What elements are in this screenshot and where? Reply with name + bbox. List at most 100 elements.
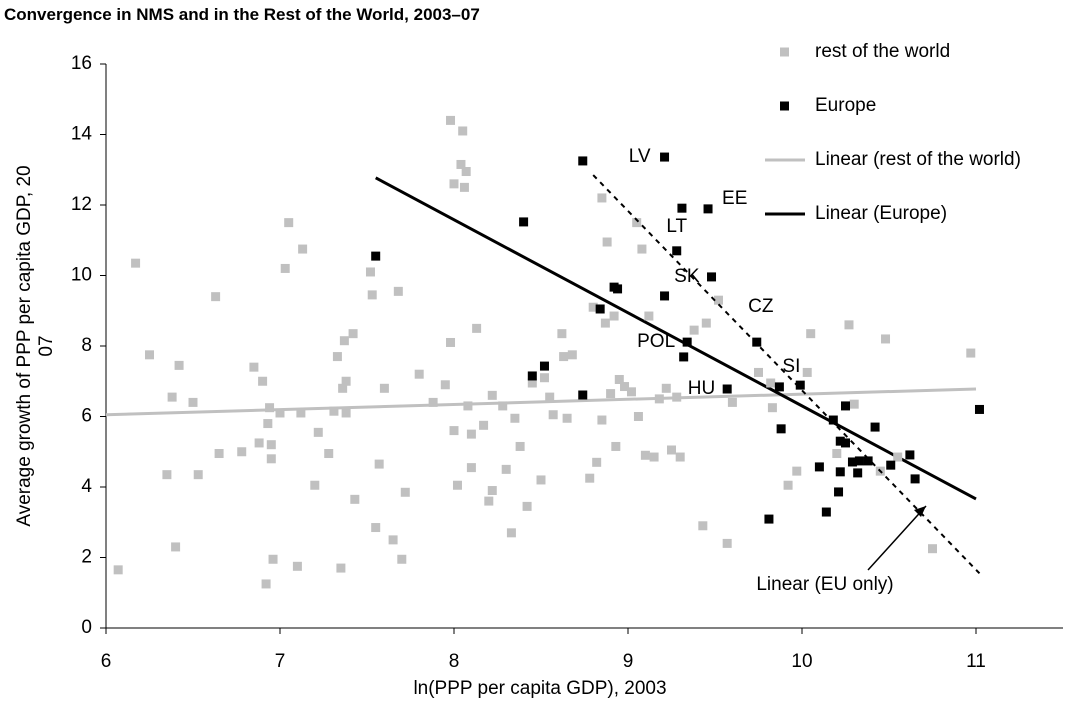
legend-label: rest of the world [815,41,950,62]
point [463,401,473,411]
point [620,382,630,392]
point [849,399,859,409]
point [764,514,774,524]
point [131,258,141,268]
point [626,387,636,397]
point [677,203,687,213]
point [341,408,351,418]
point [193,470,203,480]
point [258,376,268,386]
trend-line [374,176,977,501]
point [332,352,342,362]
y-tick-label: 14 [71,124,93,145]
point [348,329,358,339]
point [379,383,389,393]
point [766,378,776,388]
point [795,380,805,390]
point [265,403,275,413]
point [484,496,494,506]
point [863,456,873,466]
point [536,475,546,485]
point [675,452,685,462]
point [329,406,339,416]
point [672,246,682,256]
point [606,389,616,399]
point [644,311,654,321]
point [834,487,844,497]
point [501,464,511,474]
point [557,329,567,339]
point [649,452,659,462]
point [814,462,824,472]
point [679,352,689,362]
x-tick-label: 11 [966,651,986,672]
point [452,480,462,490]
point [754,367,763,377]
point [298,244,308,254]
point [853,468,863,478]
point [974,404,984,414]
point [910,474,920,484]
point [400,487,410,497]
point [446,115,456,125]
y-tick-label: 2 [81,547,92,568]
legend-label: Linear (Europe) [815,203,947,224]
x-tick-label: 6 [101,651,112,672]
legend-label: Linear (rest of the world) [815,149,1021,170]
point [310,480,320,490]
point [374,459,384,469]
point [698,521,708,531]
point [727,397,737,407]
point [602,237,612,247]
point [414,369,424,379]
y-axis-label-line: 07 [36,335,57,356]
point [341,376,351,386]
point [266,440,276,450]
point [806,329,816,339]
point [145,350,154,360]
point [854,456,864,466]
x-tick-label: 7 [275,651,286,672]
point [562,413,572,423]
point-label: LV [629,146,651,167]
legend: rest of the world Europe Linear (rest of t… [765,41,1021,224]
point [539,373,549,383]
point [506,528,516,538]
point [324,449,334,459]
point [633,412,643,421]
point [338,383,348,393]
point [611,441,621,451]
annotation-arrow [867,505,927,571]
point [527,378,537,388]
point [578,156,588,166]
point [640,450,650,460]
point [254,438,264,448]
point [479,420,489,430]
trend-line [105,387,977,417]
point [841,438,850,448]
point [461,167,471,177]
point [689,325,699,335]
point [171,542,181,552]
point [783,480,793,490]
point [371,251,381,261]
point [893,452,903,462]
point [597,415,607,425]
point [466,463,476,473]
point [313,427,323,437]
point [792,466,802,476]
point [661,383,671,393]
y-axis-label-line: Average growth of PPP per capita GDP, 20 [14,165,35,526]
point [292,561,302,571]
point [600,318,610,328]
x-tick-label: 8 [449,651,460,672]
point [367,290,377,300]
y-tick-label: 6 [81,406,92,427]
x-tick-label: 10 [791,651,812,672]
legend-marker [780,101,789,111]
legend-marker [780,47,789,57]
point [548,410,558,420]
point [632,218,642,228]
